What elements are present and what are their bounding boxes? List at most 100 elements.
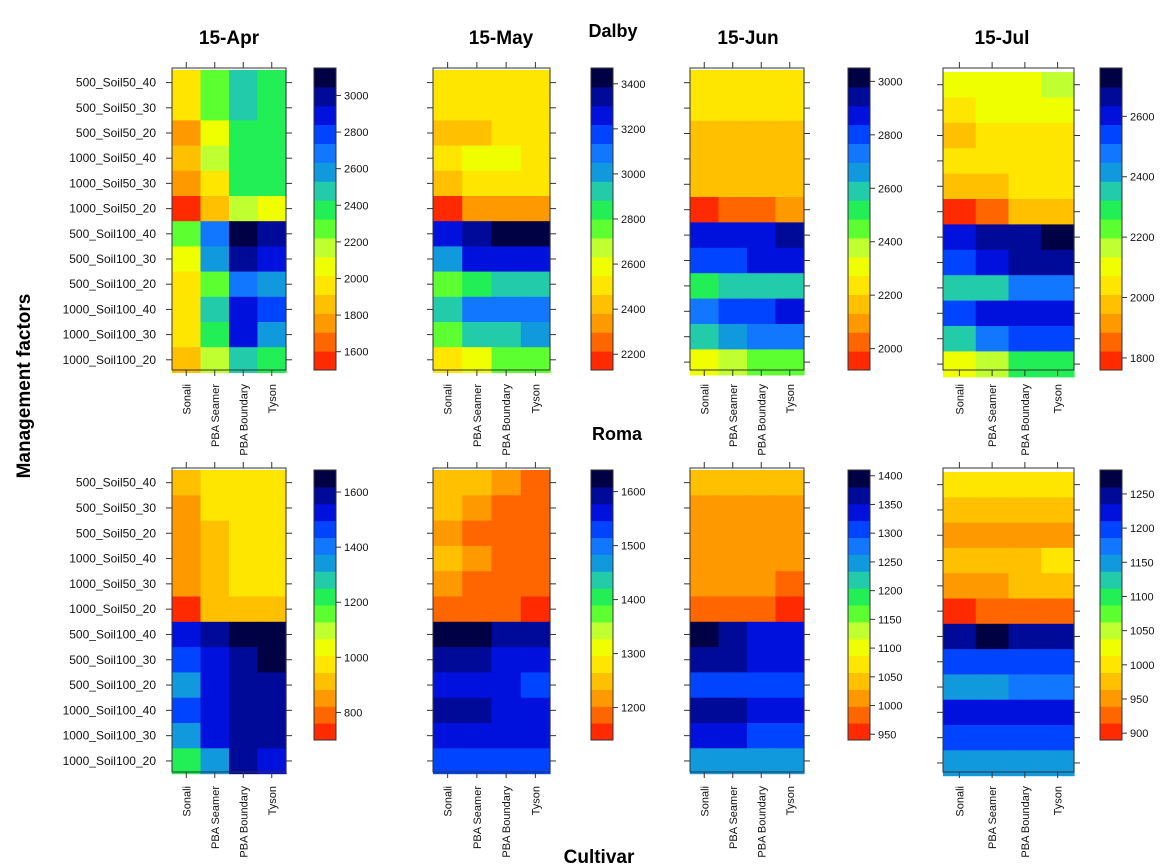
heatmap-cell: [433, 347, 463, 373]
colorbar-segment: [848, 105, 870, 126]
heatmap-cell: [491, 271, 522, 298]
heatmap-cell: [491, 70, 522, 96]
colorbar-segment: [1100, 672, 1122, 690]
colorbar-segment: [1100, 588, 1122, 606]
heatmap-cell: [520, 145, 551, 172]
heatmap-cell: [775, 672, 805, 699]
colorbar-segment: [314, 689, 336, 707]
colorbar-segment: [1100, 537, 1122, 555]
heatmap-cell: [433, 196, 463, 222]
heatmap-cell: [943, 122, 977, 149]
colorbar-segment: [314, 554, 336, 572]
column-label: PBA Boundary: [501, 786, 513, 858]
colorbar-segment: [314, 706, 336, 724]
heatmap-cell: [257, 672, 287, 699]
heatmap-cell: [718, 273, 748, 300]
heatmap-cell: [718, 545, 748, 572]
heatmap-cell: [1008, 97, 1042, 124]
colorbar-tick-label: 3000: [621, 169, 645, 181]
colorbar-segment: [848, 143, 870, 163]
colorbar-segment: [591, 275, 613, 296]
colorbar-segment: [591, 256, 613, 277]
heatmap-cell: [462, 672, 493, 699]
x-axis-label: Cultivar: [564, 847, 635, 868]
heatmap-cell: [747, 95, 777, 122]
colorbar-segment: [848, 655, 870, 674]
heatmap-cell: [491, 697, 522, 724]
heatmap-cell: [718, 120, 748, 147]
heatmap-cell: [975, 649, 1010, 675]
colorbar-tick-label: 2800: [344, 127, 368, 139]
heatmap-cell: [1041, 649, 1075, 675]
heatmap-cell: [943, 199, 977, 225]
heatmap-cell: [172, 145, 202, 172]
heatmap-cell: [229, 347, 259, 373]
heatmap-cell: [229, 271, 259, 298]
colorbar-segment: [848, 124, 870, 145]
heatmap-cell: [462, 296, 493, 323]
heatmap-cell: [491, 520, 522, 547]
colorbar-segment: [314, 200, 336, 220]
colorbar-segment: [1100, 621, 1122, 640]
heatmap-cell: [257, 145, 287, 172]
heatmap-cell: [462, 545, 493, 572]
heatmap-cell: [229, 322, 259, 348]
heatmap-cell: [1041, 249, 1075, 276]
plot-frame: [942, 467, 1075, 773]
heatmap-cell: [975, 72, 1010, 98]
heatmap-cell: [172, 70, 202, 96]
heatmap-cell: [462, 347, 493, 373]
heatmap-cell: [172, 596, 202, 623]
heatmap-cell: [257, 271, 287, 298]
colorbar-segment: [591, 68, 613, 88]
site-label-roma: Roma: [592, 424, 643, 444]
heatmap-cell: [462, 647, 493, 673]
colorbar-tick-label: 1200: [344, 597, 368, 609]
heatmap-cell: [433, 545, 463, 572]
colorbar-segment: [314, 105, 336, 126]
heatmap-cell: [200, 470, 230, 496]
heatmap-cell: [229, 596, 259, 623]
column-label: PBA Boundary: [1020, 384, 1032, 456]
colorbar-segment: [848, 571, 870, 589]
colorbar-segment: [591, 237, 613, 258]
heatmap-cell: [775, 95, 805, 122]
heatmap-cell: [200, 196, 230, 222]
heatmap-cell: [943, 148, 977, 175]
heatmap-cell: [1008, 300, 1042, 327]
heatmap-cell: [491, 495, 522, 522]
heatmap-cell: [975, 522, 1010, 549]
colorbar-tick-label: 1250: [1130, 489, 1154, 501]
heatmap-cell: [433, 120, 463, 147]
colorbar-tick-label: 1000: [878, 701, 902, 713]
heatmap-cell: [491, 596, 522, 623]
colorbar-segment: [848, 554, 870, 572]
heatmap-cell: [433, 470, 463, 496]
column-label: Tyson: [1053, 786, 1065, 815]
heatmap-cell: [690, 596, 720, 623]
heatmap-cell: [257, 697, 287, 724]
heatmap-cell: [433, 70, 463, 96]
heatmap-cell: [433, 748, 463, 775]
heatmap-cell: [775, 324, 805, 350]
heatmap-cell: [943, 224, 977, 251]
heatmap-cell: [172, 545, 202, 572]
heatmap-cell: [943, 97, 977, 124]
colorbar-segment: [314, 237, 336, 258]
heatmap-cell: [200, 748, 230, 775]
column-label: Tyson: [1053, 384, 1065, 413]
colorbar-segment: [848, 621, 870, 640]
heatmap-cell: [491, 145, 522, 172]
heatmap-cell: [1008, 122, 1042, 149]
colorbar-tick-label: 2400: [878, 237, 902, 249]
colorbar-segment: [848, 200, 870, 220]
heatmap-cell: [975, 224, 1010, 251]
heatmap-cell: [975, 199, 1010, 225]
heatmap-cell: [257, 571, 287, 598]
heatmap-cell: [520, 221, 551, 247]
colorbar-tick-label: 3000: [344, 90, 368, 102]
heatmap-cell: [229, 221, 259, 247]
colorbar-frame: [313, 469, 337, 741]
heatmap-cell: [775, 247, 805, 274]
heatmap-cell: [433, 271, 463, 298]
